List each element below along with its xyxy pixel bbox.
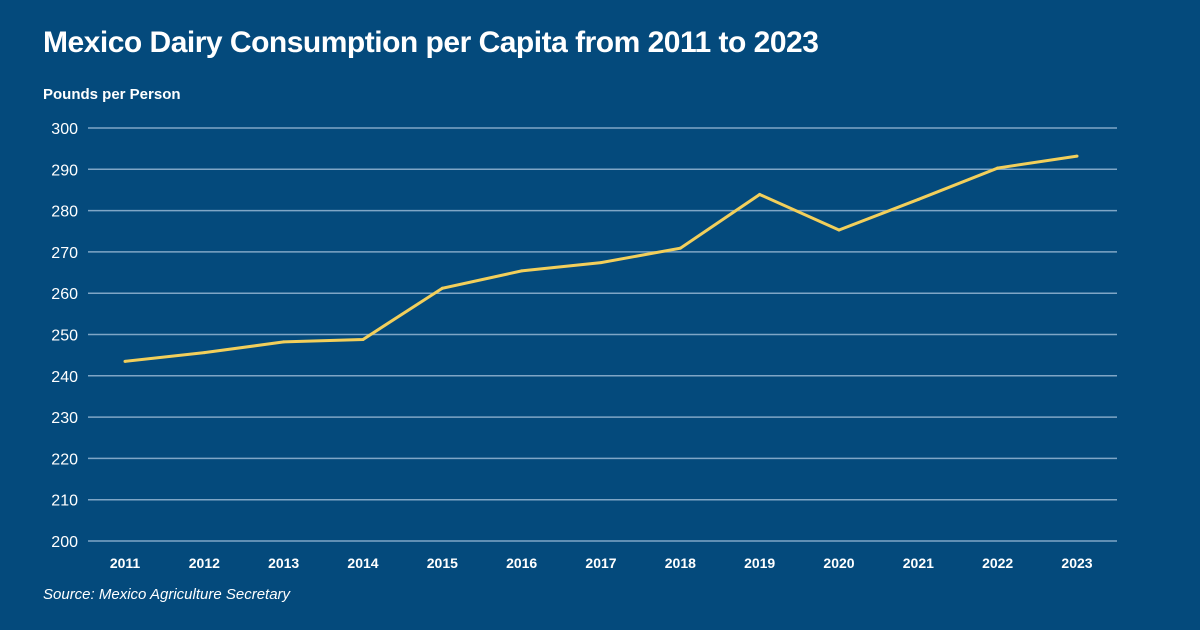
data-point: [361, 337, 365, 341]
x-tick-label: 2012: [189, 555, 220, 571]
x-tick-label: 2023: [1061, 555, 1092, 571]
y-tick-label: 220: [51, 451, 78, 468]
y-tick-label: 270: [51, 245, 78, 262]
data-point: [440, 286, 444, 290]
x-tick-label: 2016: [506, 555, 537, 571]
x-tick-label: 2017: [585, 555, 616, 571]
y-tick-label: 240: [51, 369, 78, 386]
data-point: [123, 359, 127, 363]
data-point: [837, 228, 841, 232]
x-tick-label: 2013: [268, 555, 299, 571]
source-note: Source: Mexico Agriculture Secretary: [43, 586, 291, 603]
y-tick-label: 300: [51, 121, 78, 138]
x-tick-label: 2019: [744, 555, 775, 571]
data-point: [1075, 154, 1079, 158]
y-axis-label: Pounds per Person: [43, 86, 181, 103]
y-tick-label: 290: [51, 162, 78, 179]
data-point: [599, 261, 603, 265]
x-tick-label: 2018: [665, 555, 696, 571]
x-tick-label: 2011: [110, 555, 141, 571]
data-point: [202, 351, 206, 355]
y-tick-label: 280: [51, 204, 78, 221]
data-point: [520, 269, 524, 273]
data-point: [678, 246, 682, 250]
series-line: [124, 154, 1078, 363]
y-tick-label: 200: [51, 534, 78, 551]
data-point: [916, 197, 920, 201]
y-tick-label: 260: [51, 286, 78, 303]
x-tick-label: 2015: [427, 555, 458, 571]
y-tick-label: 210: [51, 493, 78, 510]
data-point: [282, 340, 286, 344]
chart-title: Mexico Dairy Consumption per Capita from…: [43, 26, 819, 59]
x-tick-label: 2020: [823, 555, 854, 571]
data-point: [758, 192, 762, 196]
y-tick-label: 230: [51, 410, 78, 427]
x-tick-label: 2021: [903, 555, 934, 571]
data-point: [996, 166, 1000, 170]
y-tick-label: 250: [51, 328, 78, 345]
x-tick-label: 2014: [347, 555, 378, 571]
x-tick-label: 2022: [982, 555, 1013, 571]
